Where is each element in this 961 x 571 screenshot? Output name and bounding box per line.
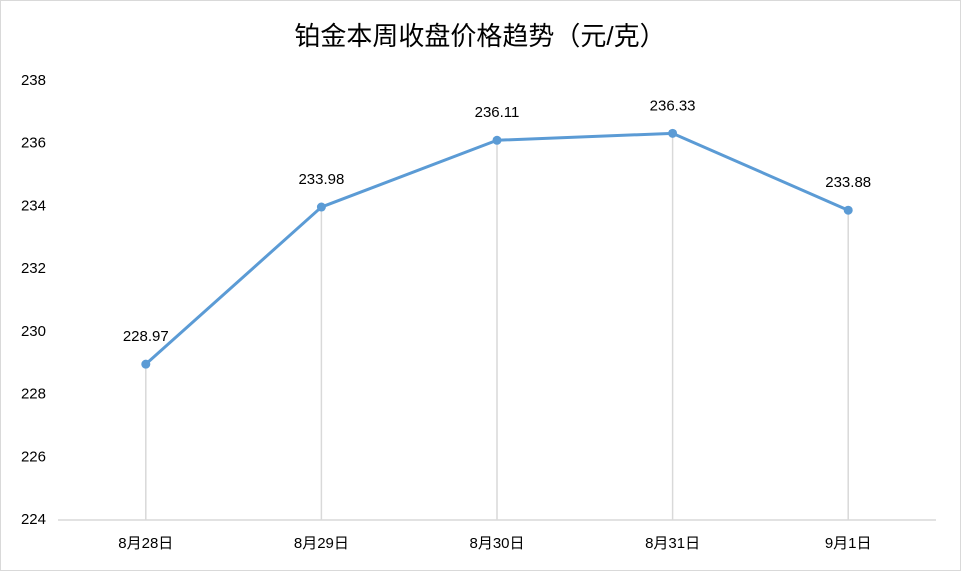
chart-title: 铂金本周收盘价格趋势（元/克） xyxy=(294,21,665,51)
data-point xyxy=(843,205,853,215)
y-tick-label: 232 xyxy=(21,260,46,277)
y-tick-label: 228 xyxy=(21,386,46,403)
x-tick-label: 8月31日 xyxy=(645,535,700,552)
y-tick-label: 236 xyxy=(21,135,46,152)
data-point xyxy=(492,135,502,145)
x-tick-label: 9月1日 xyxy=(825,535,872,552)
y-tick-label: 230 xyxy=(21,323,46,340)
data-point xyxy=(141,359,151,369)
y-tick-label: 234 xyxy=(21,197,46,214)
x-tick-label: 8月28日 xyxy=(118,535,173,552)
y-tick-label: 226 xyxy=(21,448,46,465)
data-label: 233.98 xyxy=(298,171,344,188)
data-label: 233.88 xyxy=(825,174,871,191)
data-label: 228.97 xyxy=(123,328,169,345)
y-tick-label: 224 xyxy=(21,511,46,528)
data-label: 236.33 xyxy=(650,97,696,114)
x-tick-label: 8月30日 xyxy=(469,535,524,552)
x-tick-label: 8月29日 xyxy=(294,535,349,552)
data-label: 236.11 xyxy=(475,104,520,121)
y-tick-label: 238 xyxy=(21,72,46,89)
data-point xyxy=(668,128,678,138)
data-point xyxy=(316,202,326,212)
